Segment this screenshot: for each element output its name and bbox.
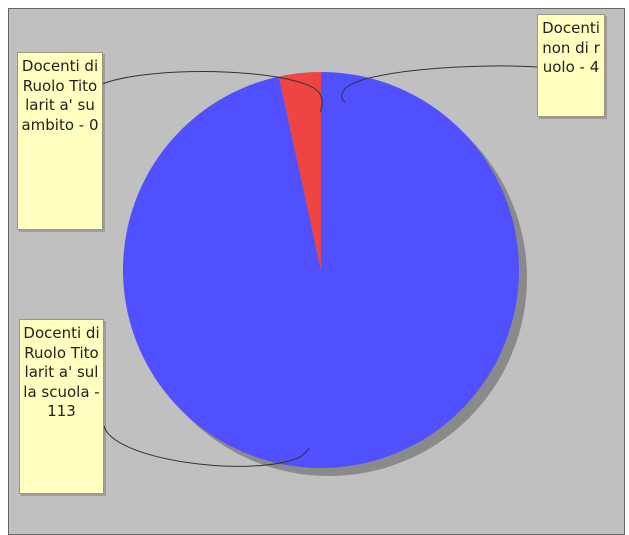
leader-ruolo-sulla-scuola [103,425,310,467]
leader-ruolo-su-ambito [101,71,323,113]
pie-slice-0 [122,72,519,469]
pie-chart [8,8,625,535]
label-leader-lines [101,65,538,467]
slice-label-non-di-ruolo: Docenti non di ruolo - 4 [537,14,605,117]
slice-label-ruolo-sulla-scuola: Docenti di Ruolo Titolarit a' sulla scuo… [19,319,104,494]
chart-svg [8,8,625,535]
pie-slice-1 [278,72,321,270]
leader-non-di-ruolo [341,65,538,103]
pie-slices [122,72,519,469]
slice-label-ruolo-su-ambito: Docenti di Ruolo Titolarit a' su ambito … [17,52,103,230]
